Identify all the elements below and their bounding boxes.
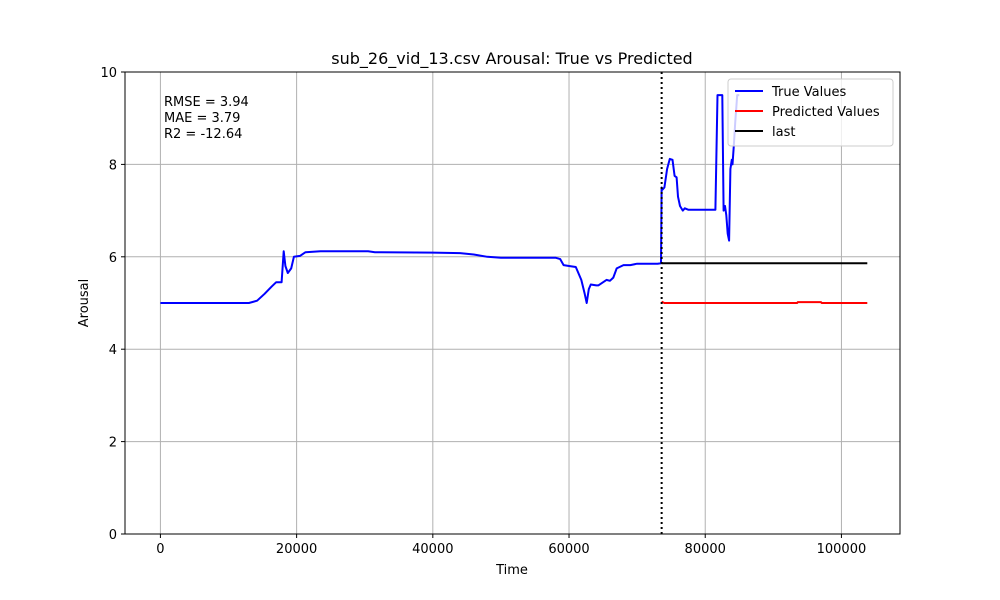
legend-label-true: True Values — [771, 85, 846, 100]
legend-box — [727, 78, 894, 147]
x-tick-label: 80000 — [685, 542, 726, 557]
x-tick-label: 40000 — [412, 542, 453, 557]
x-tick-label: 0 — [156, 542, 164, 557]
x-tick-label: 60000 — [548, 542, 589, 557]
metric-mae: MAE = 3.79 — [164, 111, 240, 126]
axis-ticks: 0 20000 40000 60000 80000 100000 0 2 4 6 8 10 — [100, 66, 866, 557]
y-tick-label: 6 — [109, 251, 117, 266]
chart-title: sub_26_vid_13.csv Arousal: True vs Predi… — [331, 49, 692, 69]
y-tick-label: 0 — [109, 528, 117, 543]
series-lines — [160, 94, 868, 304]
legend: True Values Predicted Values last — [727, 78, 894, 147]
y-axis-title: Arousal — [77, 279, 92, 328]
metric-r2: R2 = -12.64 — [164, 127, 242, 142]
y-tick-label: 10 — [100, 66, 117, 81]
x-axis-title: Time — [495, 563, 528, 578]
y-tick-label: 8 — [109, 158, 117, 173]
legend-label-predicted: Predicted Values — [772, 105, 880, 120]
y-tick-label: 2 — [109, 436, 117, 451]
plot-area-frame — [124, 71, 901, 535]
metric-rmse: RMSE = 3.94 — [164, 95, 249, 110]
legend-label-last: last — [772, 125, 795, 140]
predicted-values-line — [661, 300, 868, 304]
true-values-line — [160, 94, 740, 304]
y-tick-label: 4 — [109, 343, 117, 358]
x-tick-label: 100000 — [817, 542, 867, 557]
x-tick-label: 20000 — [276, 542, 317, 557]
